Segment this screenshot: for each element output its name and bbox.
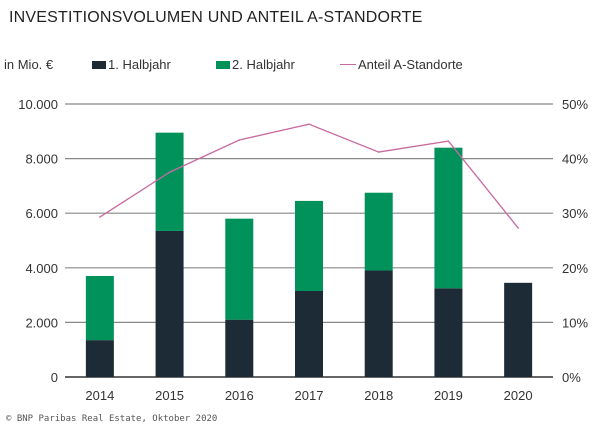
bar-1-halbjahr-2020 — [504, 282, 533, 377]
bar-1-halbjahr-2016 — [225, 319, 254, 377]
legend-swatch — [92, 60, 106, 69]
bar-1-halbjahr-2017 — [295, 291, 323, 377]
y2-tick-label: 30% — [562, 206, 588, 221]
x-tick-label: 2018 — [364, 388, 393, 403]
bar-1-halbjahr-2015 — [155, 230, 184, 377]
line-point-2020 — [517, 227, 519, 229]
bar-2-halbjahr-2018 — [364, 192, 393, 271]
bar-1-halbjahr-2018 — [364, 270, 393, 377]
line-point-2015 — [168, 171, 171, 174]
footer-source: © BNP Paribas Real Estate, Oktober 2020 — [6, 414, 218, 424]
line-point-2019 — [447, 140, 450, 142]
x-tick-label: 2014 — [85, 388, 114, 403]
y-axis-label: in Mio. € — [4, 57, 54, 72]
legend-swatch — [216, 60, 230, 69]
line-point-2018 — [377, 151, 380, 153]
y-tick-label: 10.000 — [18, 97, 58, 112]
y-tick-label: 2.000 — [25, 315, 58, 330]
y-tick-label: 6.000 — [25, 206, 58, 221]
chart-title: INVESTITIONSVOLUMEN UND ANTEIL A-STANDOR… — [9, 9, 423, 26]
legend-item-anteil: Anteil A-Standorte — [340, 57, 463, 72]
y2-tick-label: 10% — [562, 315, 588, 330]
x-tick-label: 2019 — [434, 388, 463, 403]
x-tick-label: 2017 — [295, 388, 324, 403]
y-tick-label: 8.000 — [25, 152, 58, 167]
y2-tick-label: 0% — [562, 370, 581, 385]
y-tick-label: 0 — [51, 370, 58, 385]
x-tick-label: 2016 — [225, 388, 254, 403]
bar-1-halbjahr-2019 — [434, 288, 463, 377]
bar-2-halbjahr-2017 — [295, 200, 323, 292]
x-tick-label: 2015 — [155, 388, 184, 403]
legend-line — [340, 64, 356, 65]
bar-1-halbjahr-2014 — [85, 340, 114, 377]
line-point-2017 — [308, 123, 310, 126]
y2-tick-label: 20% — [562, 261, 588, 276]
y2-tick-label: 50% — [562, 97, 588, 112]
line-point-2016 — [238, 139, 241, 141]
x-tick-label: 2020 — [504, 388, 533, 403]
line-point-2014 — [99, 216, 101, 218]
legend-item-1-halbjahr: 1. Halbjahr — [92, 57, 171, 72]
y2-tick-label: 40% — [562, 152, 588, 167]
bar-2-halbjahr-2015 — [155, 132, 184, 231]
y-tick-label: 4.000 — [25, 261, 58, 276]
legend-item-2-halbjahr: 2. Halbjahr — [216, 57, 295, 72]
bar-2-halbjahr-2014 — [85, 275, 114, 341]
bar-2-halbjahr-2016 — [225, 218, 254, 320]
bar-2-halbjahr-2019 — [434, 147, 463, 289]
